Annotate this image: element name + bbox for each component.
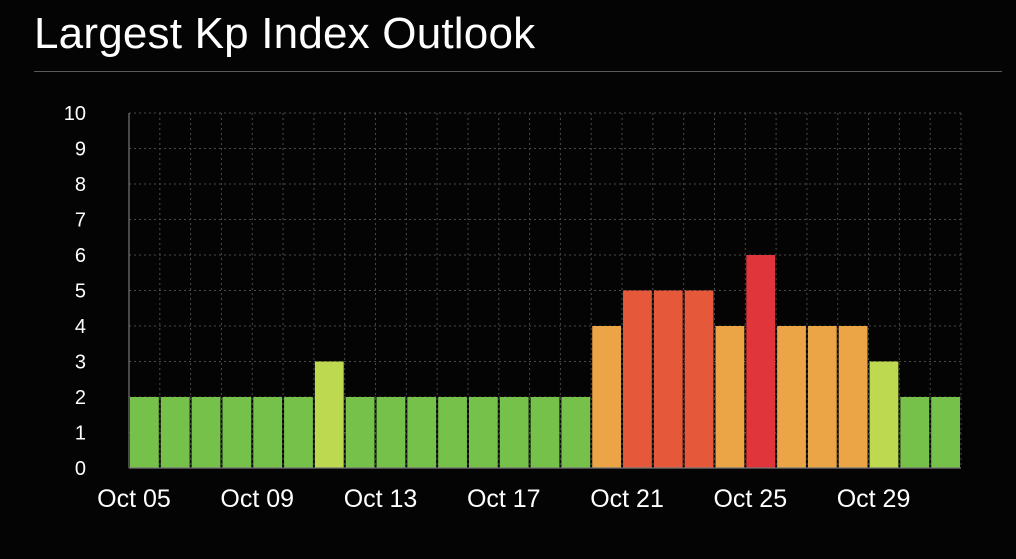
x-tick-label: Oct 29 xyxy=(837,485,911,513)
bar-oct-05 xyxy=(130,397,159,468)
bar-oct-13 xyxy=(376,397,406,468)
bar-oct-28 xyxy=(838,326,868,468)
bar-oct-23 xyxy=(684,290,714,468)
x-tick-label: Oct 09 xyxy=(220,485,294,513)
bar-oct-18 xyxy=(530,397,560,468)
bar-oct-09 xyxy=(253,397,283,468)
y-tick-label: 3 xyxy=(75,352,86,374)
page-title: Largest Kp Index Outlook xyxy=(34,9,536,58)
bar-oct-24 xyxy=(715,326,745,468)
bar-oct-11 xyxy=(314,361,344,468)
axis-layer xyxy=(128,113,961,469)
bar-oct-12 xyxy=(345,397,375,468)
bar-oct-31 xyxy=(931,397,960,468)
bar-oct-17 xyxy=(499,397,529,468)
y-tick-label: 10 xyxy=(64,103,86,125)
y-axis-ticks: 0 1 2 3 4 5 6 7 8 9 10 xyxy=(64,103,86,480)
bar-oct-10 xyxy=(284,397,313,468)
bar-oct-07 xyxy=(191,397,221,468)
bar-oct-08 xyxy=(222,397,252,468)
bar-oct-30 xyxy=(900,397,930,468)
bar-oct-22 xyxy=(653,290,683,468)
title-divider xyxy=(34,71,1002,72)
bar-oct-29 xyxy=(869,361,899,468)
grid-layer xyxy=(129,112,962,468)
y-tick-label: 6 xyxy=(75,245,86,267)
y-tick-label: 5 xyxy=(75,281,86,303)
x-axis-ticks: Oct 05 Oct 09 Oct 13 Oct 17 Oct 21 Oct 25 Oct … xyxy=(97,485,910,513)
y-tick-label: 9 xyxy=(75,139,86,161)
x-tick-label: Oct 05 xyxy=(97,485,171,513)
x-tick-label: Oct 21 xyxy=(590,485,664,513)
bar-oct-16 xyxy=(468,397,498,468)
y-tick-label: 1 xyxy=(75,423,86,445)
x-tick-label: Oct 13 xyxy=(344,485,418,513)
bar-oct-21 xyxy=(623,290,652,468)
bars-layer xyxy=(130,255,960,468)
y-tick-label: 7 xyxy=(75,210,86,232)
bar-oct-15 xyxy=(438,397,467,468)
bar-oct-19 xyxy=(561,397,591,468)
bar-oct-14 xyxy=(407,397,437,468)
x-tick-label: Oct 25 xyxy=(713,485,787,513)
y-tick-label: 8 xyxy=(75,174,86,196)
x-tick-label: Oct 17 xyxy=(467,485,541,513)
bar-oct-27 xyxy=(807,326,837,468)
bar-oct-06 xyxy=(160,397,190,468)
y-tick-label: 4 xyxy=(75,316,86,338)
bar-oct-26 xyxy=(777,326,806,468)
y-tick-label: 2 xyxy=(75,387,86,409)
y-tick-label: 0 xyxy=(75,458,86,480)
bar-oct-20 xyxy=(592,326,622,468)
bar-oct-25 xyxy=(746,255,776,468)
